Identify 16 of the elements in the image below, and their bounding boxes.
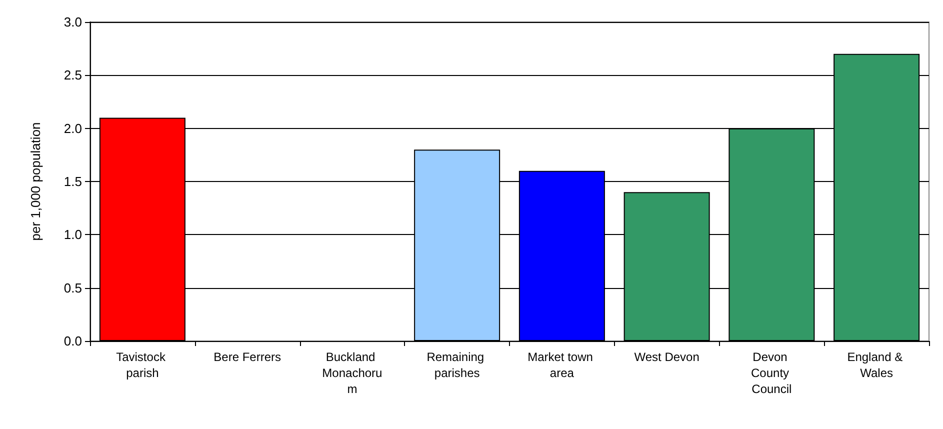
y-tick-label: 1.5 bbox=[64, 174, 82, 189]
x-tick-label: Remaining parishes bbox=[426, 350, 488, 380]
x-tick-label: England & Wales bbox=[847, 350, 906, 380]
x-tick-label: Market town area bbox=[528, 350, 596, 380]
y-tick-label: 0.0 bbox=[64, 334, 82, 348]
x-tick-label: Tavistock parish bbox=[116, 350, 169, 380]
x-tick-label: Buckland Monachorum bbox=[322, 350, 382, 396]
y-tick-label: 3.0 bbox=[64, 14, 82, 30]
x-tick-label: Devon County Council bbox=[751, 350, 792, 396]
x-tick-label: Bere Ferrers bbox=[214, 350, 281, 364]
y-tick-label: 1.0 bbox=[64, 227, 82, 242]
y-tick-label: 2.0 bbox=[64, 120, 82, 136]
y-axis-title: per 1,000 population bbox=[28, 122, 43, 241]
y-tick-label: 2.5 bbox=[64, 68, 82, 83]
x-tick-label: West Devon bbox=[634, 350, 700, 364]
y-tick-label: 0.5 bbox=[64, 280, 82, 296]
